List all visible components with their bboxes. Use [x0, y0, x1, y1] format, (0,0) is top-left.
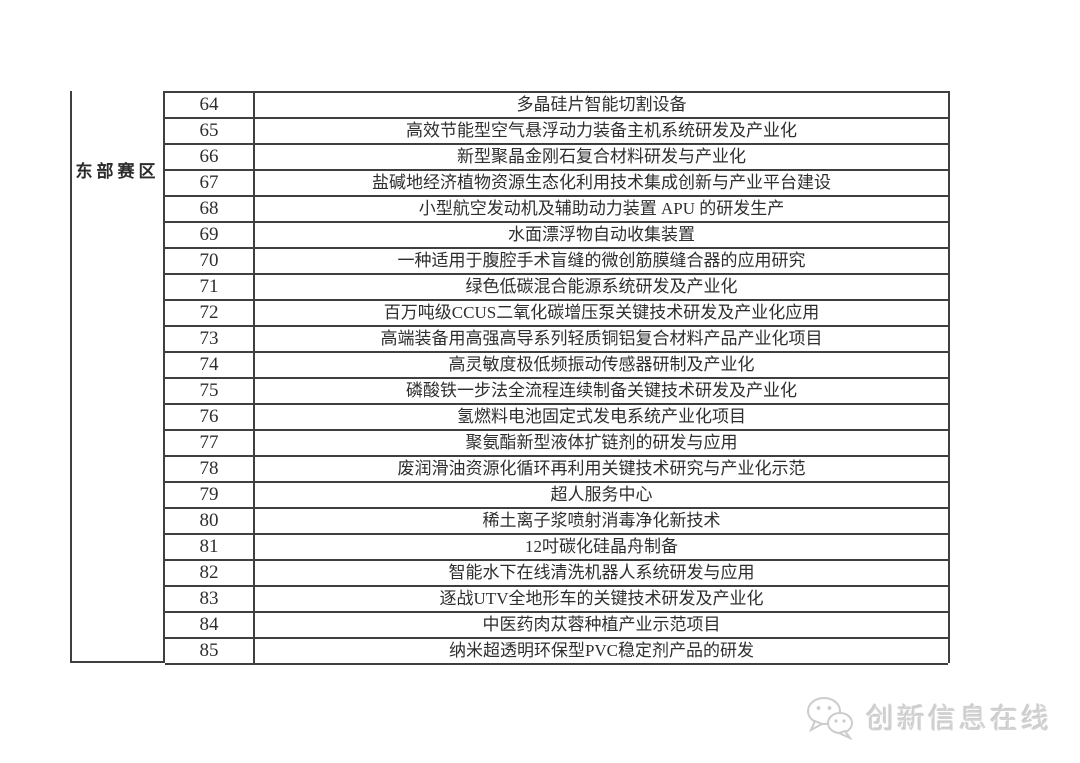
row-title: 新型聚晶金刚石复合材料研发与产业化	[457, 147, 746, 166]
projects-table: 东部赛区 64 多晶硅片智能切割设备 65 高效节能型空气悬浮动力装备主机系统研…	[70, 91, 950, 665]
table-row: 84 中医药肉苁蓉种植产业示范项目	[165, 613, 948, 639]
row-number: 67	[165, 171, 255, 195]
table-row: 81 12吋碳化硅晶舟制备	[165, 535, 948, 561]
table-row: 76 氢燃料电池固定式发电系统产业化项目	[165, 405, 948, 431]
row-title: 纳米超透明环保型PVC稳定剂产品的研发	[448, 641, 755, 660]
row-title: 一种适用于腹腔手术盲缝的微创筋膜缝合器的应用研究	[397, 251, 806, 270]
row-number: 66	[165, 145, 255, 169]
row-title: 盐碱地经济植物资源生态化利用技术集成创新与产业平台建设	[372, 173, 831, 192]
row-title: 高端装备用高强高导系列轻质铜铝复合材料产品产业化项目	[380, 329, 823, 348]
row-number: 79	[165, 483, 255, 507]
table-row: 72 百万吨级CCUS二氧化碳增压泵关键技术研发及产业化应用	[165, 301, 948, 327]
row-title: 小型航空发动机及辅助动力装置 APU 的研发生产	[418, 199, 785, 218]
table-body: 64 多晶硅片智能切割设备 65 高效节能型空气悬浮动力装备主机系统研发及产业化…	[165, 91, 950, 665]
row-number: 75	[165, 379, 255, 403]
table-row: 80 稀土离子浆喷射消毒净化新技术	[165, 509, 948, 535]
row-title: 逐战UTV全地形车的关键技术研发及产业化	[439, 589, 764, 608]
row-title: 高灵敏度极低频振动传感器研制及产业化	[448, 355, 755, 374]
row-number: 82	[165, 561, 255, 585]
table-row: 68 小型航空发动机及辅助动力装置 APU 的研发生产	[165, 197, 948, 223]
row-title: 氢燃料电池固定式发电系统产业化项目	[457, 407, 746, 426]
table-row: 64 多晶硅片智能切割设备	[165, 93, 948, 119]
row-title: 废润滑油资源化循环再利用关键技术研究与产业化示范	[397, 459, 806, 478]
row-number: 78	[165, 457, 255, 481]
row-number: 81	[165, 535, 255, 559]
table-row: 73 高端装备用高强高导系列轻质铜铝复合材料产品产业化项目	[165, 327, 948, 353]
region-label: 东部赛区	[75, 162, 160, 181]
row-title: 智能水下在线清洗机器人系统研发与应用	[448, 563, 755, 582]
row-title: 中医药肉苁蓉种植产业示范项目	[482, 615, 721, 634]
table-row: 74 高灵敏度极低频振动传感器研制及产业化	[165, 353, 948, 379]
row-number: 77	[165, 431, 255, 455]
row-number: 70	[165, 249, 255, 273]
row-title: 磷酸铁一步法全流程连续制备关键技术研发及产业化	[406, 381, 797, 400]
table-row: 77 聚氨酯新型液体扩链剂的研发与应用	[165, 431, 948, 457]
row-number: 72	[165, 301, 255, 325]
table-row: 78 废润滑油资源化循环再利用关键技术研究与产业化示范	[165, 457, 948, 483]
row-title: 稀土离子浆喷射消毒净化新技术	[482, 511, 721, 530]
row-number: 85	[165, 639, 255, 663]
table-row: 82 智能水下在线清洗机器人系统研发与应用	[165, 561, 948, 587]
row-number: 71	[165, 275, 255, 299]
table-row: 83 逐战UTV全地形车的关键技术研发及产业化	[165, 587, 948, 613]
row-number: 84	[165, 613, 255, 637]
table-row: 67 盐碱地经济植物资源生态化利用技术集成创新与产业平台建设	[165, 171, 948, 197]
row-title: 水面漂浮物自动收集装置	[508, 225, 695, 244]
watermark-text: 创新信息在线	[865, 703, 1052, 734]
table-row: 79 超人服务中心	[165, 483, 948, 509]
table-row: 70 一种适用于腹腔手术盲缝的微创筋膜缝合器的应用研究	[165, 249, 948, 275]
table-row: 85 纳米超透明环保型PVC稳定剂产品的研发	[165, 639, 948, 665]
row-title: 百万吨级CCUS二氧化碳增压泵关键技术研发及产业化应用	[383, 303, 820, 322]
table-row: 65 高效节能型空气悬浮动力装备主机系统研发及产业化	[165, 119, 948, 145]
row-number: 83	[165, 587, 255, 611]
table-row: 69 水面漂浮物自动收集装置	[165, 223, 948, 249]
row-title: 绿色低碳混合能源系统研发及产业化	[465, 277, 738, 296]
table-row: 66 新型聚晶金刚石复合材料研发与产业化	[165, 145, 948, 171]
row-number: 65	[165, 119, 255, 143]
row-title: 超人服务中心	[550, 485, 653, 504]
wechat-icon	[804, 694, 856, 740]
row-number: 76	[165, 405, 255, 429]
row-number: 74	[165, 353, 255, 377]
row-number: 68	[165, 197, 255, 221]
row-title: 聚氨酯新型液体扩链剂的研发与应用	[465, 433, 738, 452]
table-row: 71 绿色低碳混合能源系统研发及产业化	[165, 275, 948, 301]
row-number: 73	[165, 327, 255, 351]
watermark: 创新信息在线	[804, 694, 1052, 740]
table-row: 75 磷酸铁一步法全流程连续制备关键技术研发及产业化	[165, 379, 948, 405]
region-merged-cell: 东部赛区	[70, 91, 165, 663]
row-number: 80	[165, 509, 255, 533]
row-title: 多晶硅片智能切割设备	[516, 95, 687, 114]
row-number: 69	[165, 223, 255, 247]
row-number: 64	[165, 93, 255, 117]
row-title: 高效节能型空气悬浮动力装备主机系统研发及产业化	[406, 121, 797, 140]
row-title: 12吋碳化硅晶舟制备	[525, 537, 678, 556]
